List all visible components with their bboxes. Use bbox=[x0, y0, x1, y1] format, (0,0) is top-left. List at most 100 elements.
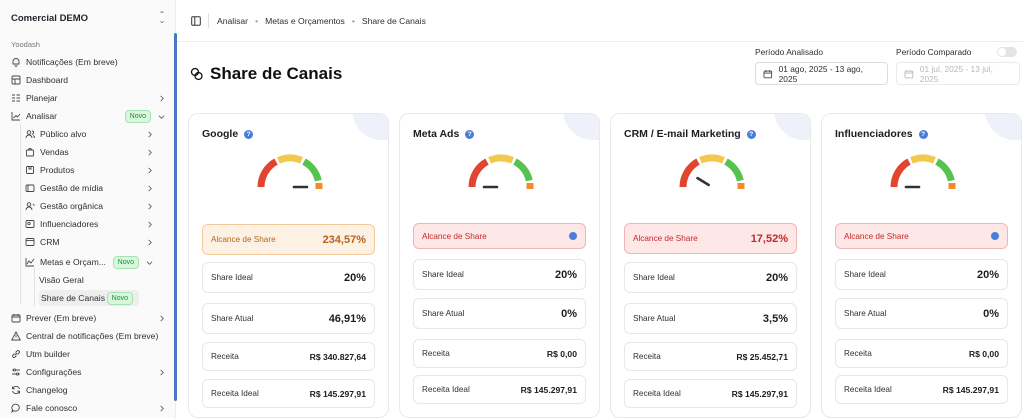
sidebar-item-label: CRM bbox=[40, 237, 60, 247]
sidebar-item-dashboard[interactable]: Dashboard bbox=[11, 72, 165, 88]
sidebar-item-fale-conosco[interactable]: Fale conosco bbox=[11, 400, 165, 416]
metric-value: 3,5% bbox=[762, 312, 788, 325]
metric-label: Receita Ideal bbox=[211, 389, 259, 398]
metric-label: Share Ideal bbox=[633, 273, 675, 282]
info-icon[interactable]: ? bbox=[918, 129, 928, 139]
gauge-yellow-segment bbox=[488, 154, 514, 164]
metric-label: Receita bbox=[844, 349, 872, 358]
sidebar-item-notificacoes[interactable]: Notificações (Em breve) bbox=[11, 54, 165, 70]
metric-value: R$ 145.297,91 bbox=[520, 384, 577, 395]
breadcrumb-separator: • bbox=[255, 16, 259, 26]
sidebar-item-metas[interactable]: Metas e Orçam... Novo bbox=[25, 254, 153, 270]
breadcrumb-separator: • bbox=[351, 16, 355, 26]
sidebar-item-label: Central de notificações (Em breve) bbox=[26, 331, 159, 341]
breadcrumb: Analisar • Metas e Orçamentos • Share de… bbox=[217, 16, 426, 26]
share-atual-row: Share Atual 46,91% bbox=[202, 303, 375, 334]
metric-label: Receita Ideal bbox=[633, 389, 681, 398]
page-title: Share de Canais bbox=[210, 64, 343, 83]
sidebar-item-label: Changelog bbox=[26, 385, 68, 395]
metric-value: 20% bbox=[976, 268, 999, 281]
gauge-needle bbox=[696, 176, 710, 187]
sidebar-item-publico-alvo[interactable]: Público alvo bbox=[25, 126, 153, 142]
metric-value: R$ 145.297,91 bbox=[731, 388, 788, 399]
sidebar-item-label: Gestão orgânica bbox=[40, 201, 104, 211]
card-title: CRM / E-mail Marketing? bbox=[624, 128, 756, 140]
gauge-end-marker bbox=[526, 183, 534, 189]
calendar-icon bbox=[763, 69, 773, 78]
sidebar-item-utm-builder[interactable]: Utm builder bbox=[11, 346, 165, 362]
calendar-icon bbox=[11, 313, 21, 323]
sidebar-item-visao-geral[interactable]: Visão Geral bbox=[39, 272, 139, 288]
info-icon[interactable] bbox=[569, 232, 577, 240]
sidebar-item-planejar[interactable]: Planejar bbox=[11, 90, 165, 106]
metric-label: Share Ideal bbox=[211, 273, 253, 282]
info-icon[interactable]: ? bbox=[746, 129, 756, 139]
sidebar-item-share-de-canais[interactable]: Share de Canais Novo bbox=[39, 290, 139, 306]
sidebar-item-label: Utm builder bbox=[26, 349, 70, 359]
sidebar-item-influenciadores[interactable]: Influenciadores bbox=[25, 216, 153, 232]
info-icon[interactable] bbox=[991, 232, 999, 240]
sidebar-item-gestao-organica[interactable]: Gestão orgânica bbox=[25, 198, 153, 214]
sidebar-item-gestao-midia[interactable]: Gestão de mídia bbox=[25, 180, 153, 196]
breadcrumb-item[interactable]: Metas e Orçamentos bbox=[265, 16, 345, 26]
refresh-icon bbox=[11, 385, 21, 395]
sidebar-item-label: Visão Geral bbox=[39, 275, 84, 285]
period-analyzed-picker[interactable]: 01 ago, 2025 - 13 ago, 2025 bbox=[755, 62, 888, 85]
gauge-end-marker bbox=[315, 183, 323, 189]
sidebar-item-label: Analisar bbox=[26, 111, 58, 121]
gauge-yellow-segment bbox=[910, 154, 936, 164]
metric-value: 0% bbox=[983, 307, 999, 320]
share-atual-row: Share Atual 0% bbox=[413, 298, 586, 329]
gauge-green-segment bbox=[724, 158, 744, 182]
alcance-share-row: Alcance de Share bbox=[835, 223, 1008, 249]
bell-icon bbox=[11, 57, 21, 67]
sidebar-item-central-notificacoes[interactable]: Central de notificações (Em breve) bbox=[11, 328, 165, 344]
sidebar-toggle-icon[interactable] bbox=[191, 16, 201, 26]
sidebar-item-crm[interactable]: CRM bbox=[25, 234, 153, 250]
period-analyzed-value: 01 ago, 2025 - 13 ago, 2025 bbox=[778, 63, 863, 84]
metric-value: R$ 145.297,91 bbox=[942, 384, 999, 395]
chevron-right-icon bbox=[157, 404, 165, 412]
info-icon[interactable]: ? bbox=[244, 129, 254, 139]
sidebar-item-label: Dashboard bbox=[26, 75, 69, 85]
period-compared-picker[interactable]: 01 jul, 2025 - 13 jul, 2025 bbox=[896, 62, 1020, 85]
share-ideal-row: Share Ideal 20% bbox=[413, 259, 586, 290]
chevron-right-icon bbox=[157, 314, 165, 322]
gauge-green-segment bbox=[302, 158, 322, 182]
workspace-switcher[interactable]: Comercial DEMO ⌃ ⌄ bbox=[11, 11, 167, 25]
card-decoration bbox=[352, 114, 388, 140]
sidebar-item-analisar[interactable]: Analisar Novo bbox=[11, 108, 165, 124]
sidebar-item-configuracoes[interactable]: Configurações bbox=[11, 364, 165, 380]
sidebar-item-label: Planejar bbox=[26, 93, 58, 103]
chevron-down-icon bbox=[157, 112, 165, 120]
metric-label: Alcance de Share bbox=[633, 234, 698, 243]
breadcrumb-item[interactable]: Analisar bbox=[217, 16, 249, 26]
gauge-red-segment bbox=[257, 158, 278, 188]
chat-icon bbox=[11, 403, 21, 413]
sidebar-item-produtos[interactable]: Produtos bbox=[25, 162, 153, 178]
share-atual-row: Share Atual 3,5% bbox=[624, 303, 797, 334]
metric-value: R$ 145.297,91 bbox=[309, 388, 366, 399]
sidebar-item-vendas[interactable]: Vendas bbox=[25, 144, 153, 160]
users-icon bbox=[25, 201, 35, 211]
channel-card-crm-email: CRM / E-mail Marketing? Alcance de Share… bbox=[610, 113, 811, 418]
alcance-share-row: Alcance de Share bbox=[413, 223, 586, 249]
alcance-share-row: Alcance de Share 17,52% bbox=[624, 223, 797, 254]
sidebar-item-label: Prever (Em breve) bbox=[26, 313, 97, 323]
calendar-icon bbox=[904, 69, 914, 78]
share-ideal-row: Share Ideal 20% bbox=[624, 262, 797, 293]
chart-area-icon bbox=[25, 257, 35, 267]
workspace-name: Comercial DEMO bbox=[11, 12, 89, 24]
sidebar-item-changelog[interactable]: Changelog bbox=[11, 382, 165, 398]
sidebar-scrollbar[interactable] bbox=[174, 33, 177, 401]
metric-value: 20% bbox=[343, 271, 366, 284]
compare-toggle[interactable] bbox=[997, 47, 1017, 57]
share-ideal-row: Share Ideal 20% bbox=[835, 259, 1008, 290]
sidebar-item-prever[interactable]: Prever (Em breve) bbox=[11, 310, 165, 326]
chevron-right-icon bbox=[145, 220, 153, 228]
sidebar-item-label: Metas e Orçam... bbox=[40, 257, 106, 267]
new-badge: Novo bbox=[112, 255, 139, 269]
card-title: Influenciadores? bbox=[835, 128, 928, 140]
sidebar-item-label: Influenciadores bbox=[40, 219, 99, 229]
info-icon[interactable]: ? bbox=[465, 129, 475, 139]
